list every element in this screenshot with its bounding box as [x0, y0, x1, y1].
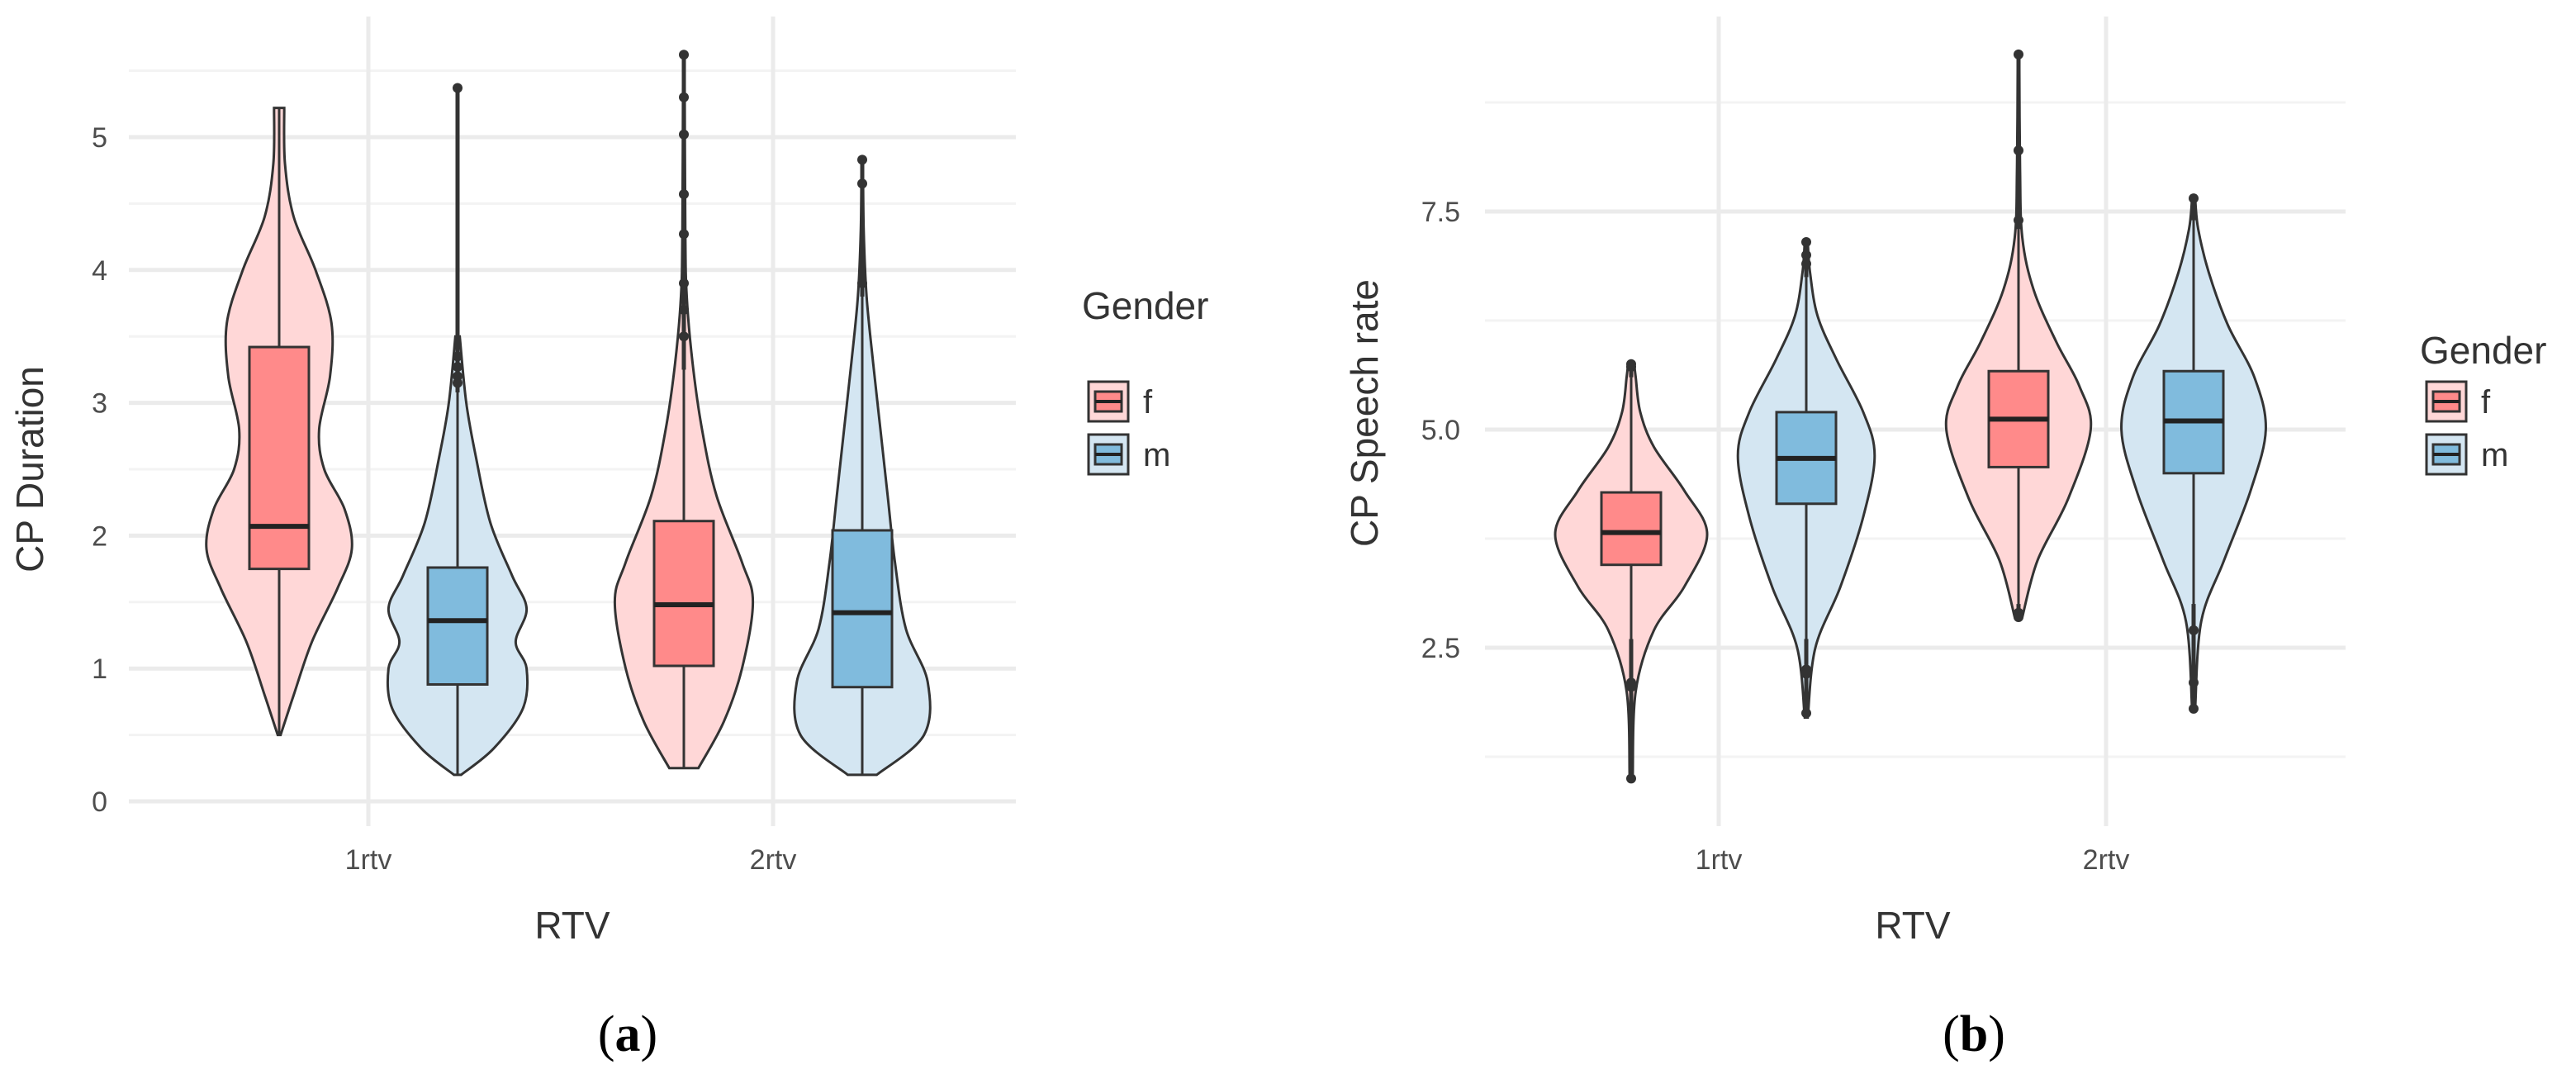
legend-label: m: [1143, 437, 1170, 473]
caption-close: ): [1988, 1006, 2005, 1062]
legend-label: f: [1143, 384, 1153, 421]
outlier-point: [1626, 773, 1636, 784]
outlier-point: [2014, 49, 2023, 59]
violin-group-1rtv-f: [205, 107, 353, 737]
legend-item-f: f: [2425, 380, 2491, 423]
caption-letter: b: [1960, 1006, 1988, 1062]
legend-label: f: [2481, 384, 2491, 421]
y-tick-label: 5: [92, 122, 107, 154]
legend-label: m: [2481, 437, 2508, 473]
x-tick-label: 1rtv: [1696, 844, 1743, 876]
caption: (b): [1943, 1006, 2005, 1062]
legend-title: Gender: [1082, 284, 1208, 327]
caption-open: (: [598, 1006, 615, 1062]
violin-group-2rtv-m: [2120, 193, 2267, 714]
y-tick-label: 3: [92, 388, 107, 420]
caption: (a): [598, 1006, 657, 1062]
caption-open: (: [1943, 1006, 1960, 1062]
outlier-point: [2014, 612, 2023, 623]
outlier-point: [857, 154, 867, 165]
legend-item-m: m: [1087, 433, 1170, 476]
box: [248, 345, 311, 571]
violin-group-2rtv-m: [793, 154, 932, 777]
y-tick-label: 7.5: [1421, 197, 1460, 228]
y-axis-title: CP Speech rate: [1343, 279, 1386, 547]
outlier-point: [1801, 236, 1811, 247]
x-tick-label: 1rtv: [345, 844, 392, 876]
outlier-point: [2189, 703, 2199, 714]
x-axis-title: RTV: [1875, 904, 1950, 947]
y-tick-label: 0: [92, 786, 107, 818]
box: [831, 529, 894, 689]
violin-group-2rtv-f: [1944, 49, 2093, 623]
y-tick-label: 4: [92, 255, 107, 287]
y-tick-label: 5.0: [1421, 415, 1460, 446]
outlier-point: [679, 50, 689, 60]
outlier-point: [1626, 359, 1636, 369]
panel-a-cp-duration: CP Duration RTV Gender (a) 0 1 2 3 4 5 1rtv 2rt…: [8, 17, 1208, 1062]
legend-item-m: m: [2425, 433, 2508, 476]
box: [1600, 491, 1663, 567]
outlier-point: [453, 83, 463, 93]
outlier-point: [1801, 708, 1811, 719]
legend-item-f: f: [1087, 380, 1153, 423]
x-tick-label: 2rtv: [2083, 844, 2130, 876]
y-tick-label: 2: [92, 520, 107, 552]
outlier-point: [2189, 193, 2199, 204]
panel-b-cp-speech-rate: CP Speech rate RTV Gender (b) 2.5 5.0 7.5 1…: [1343, 17, 2546, 1062]
caption-close: ): [641, 1006, 658, 1062]
violin-group-1rtv-f: [1554, 359, 1709, 784]
violin-group-1rtv-m: [1736, 236, 1876, 719]
legend-title: Gender: [2420, 329, 2546, 372]
caption-letter: a: [615, 1006, 641, 1062]
violin-group-2rtv-f: [613, 50, 755, 770]
box: [426, 566, 489, 686]
violin-group-1rtv-m: [386, 83, 529, 777]
box: [652, 520, 715, 668]
y-tick-label: 1: [92, 653, 107, 685]
y-tick-label: 2.5: [1421, 633, 1460, 664]
y-axis-title: CP Duration: [8, 366, 51, 573]
x-tick-label: 2rtv: [750, 844, 797, 876]
x-axis-title: RTV: [534, 904, 610, 947]
